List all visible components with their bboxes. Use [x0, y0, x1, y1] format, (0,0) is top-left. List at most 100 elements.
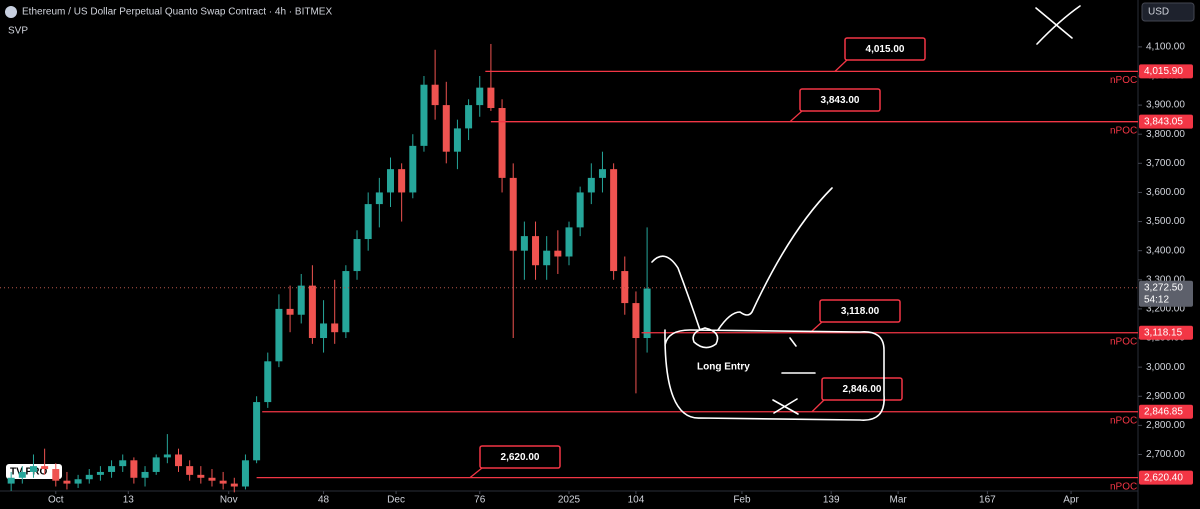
- candle-body: [398, 169, 406, 193]
- symbol-icon: [5, 6, 17, 18]
- x-tick-label: Dec: [387, 495, 405, 506]
- candle-body: [74, 479, 82, 484]
- price-tag-label: 2,846.85: [1144, 406, 1183, 417]
- candle-body: [431, 84, 439, 106]
- currency-label: USD: [1148, 7, 1169, 18]
- annotation-label: 3,843.00: [821, 95, 860, 106]
- candle-body: [453, 128, 461, 152]
- candle-body: [119, 460, 127, 467]
- y-tick-label: 2,800.00: [1146, 420, 1185, 431]
- hand-drawing: [1036, 5, 1081, 45]
- price-tag-label: 2,620.40: [1144, 472, 1183, 483]
- candle-body: [420, 84, 428, 146]
- candle-body: [442, 105, 450, 152]
- x-tick-label: 139: [823, 495, 840, 506]
- annotation-box: [819, 299, 901, 323]
- candle-body: [409, 145, 417, 193]
- hand-drawing: [789, 337, 797, 347]
- candle-body: [520, 236, 528, 251]
- x-tick-label: 48: [318, 495, 330, 506]
- chart-title: Ethereum / US Dollar Perpetual Quanto Sw…: [22, 7, 332, 18]
- candle-body: [632, 303, 640, 339]
- candle-body: [331, 323, 339, 333]
- price-tag-label: 3,118.15: [1144, 327, 1183, 338]
- price-tag: [1139, 64, 1193, 79]
- currency-button[interactable]: [1141, 2, 1195, 22]
- level-note: nPOC: [1110, 336, 1137, 347]
- candle-body: [197, 474, 205, 478]
- candle-body: [253, 402, 261, 461]
- x-tick-label: Apr: [1063, 495, 1079, 506]
- candle-body: [29, 466, 37, 472]
- candle-body: [141, 471, 149, 478]
- candle-body: [186, 466, 194, 475]
- candle-body: [241, 460, 249, 487]
- candle-body: [554, 250, 562, 257]
- y-tick-label: 3,000.00: [1146, 362, 1185, 373]
- y-tick-label: 3,700.00: [1146, 158, 1185, 169]
- x-tick-label: Oct: [48, 495, 64, 506]
- hand-drawing: [772, 399, 799, 415]
- annotation-pointer: [811, 399, 825, 413]
- annotation-label: 3,118.00: [841, 306, 880, 317]
- candle-body: [587, 177, 595, 193]
- candle-body: [465, 105, 473, 129]
- hand-drawing: [773, 398, 798, 414]
- candle-body: [487, 87, 495, 109]
- candle-body: [152, 457, 160, 472]
- candle-body: [52, 469, 60, 481]
- candle-body: [375, 192, 383, 205]
- candle-body: [108, 466, 116, 472]
- annotation-box: [479, 445, 561, 469]
- x-tick-label: 104: [628, 495, 645, 506]
- level-note: nPOC: [1110, 415, 1137, 426]
- annotation-label: 2,846.00: [843, 384, 882, 395]
- countdown-label: 54:12: [1144, 294, 1169, 305]
- candle-body: [543, 250, 551, 266]
- y-tick-label: 3,900.00: [1146, 100, 1185, 111]
- candle-body: [643, 288, 651, 339]
- hand-drawing: [651, 255, 701, 331]
- candle-body: [41, 466, 49, 470]
- candle-body: [85, 474, 93, 480]
- hand-drawing: [717, 187, 833, 331]
- x-tick-label: 2025: [558, 495, 581, 506]
- price-tag: [1139, 114, 1193, 129]
- x-tick-label: 13: [123, 495, 135, 506]
- hand-drawing: [664, 329, 885, 421]
- annotation-pointer: [834, 59, 848, 72]
- hand-drawing: [692, 327, 719, 349]
- svg-text:TV PRO: TV PRO: [10, 467, 47, 478]
- last-price-label: 3,272.50: [1144, 282, 1183, 293]
- candle-body: [308, 285, 316, 339]
- y-tick-label: 4,100.00: [1146, 42, 1185, 53]
- candle-body: [208, 477, 216, 481]
- candle-body: [364, 204, 372, 240]
- candle-body: [7, 477, 15, 484]
- annotation-label: 4,015.00: [866, 44, 905, 55]
- candle-body: [342, 271, 350, 333]
- candle-body: [286, 308, 294, 315]
- annotation-box: [821, 377, 903, 401]
- x-tick-label: Feb: [733, 495, 751, 506]
- candle-body: [565, 227, 573, 257]
- candle-body: [621, 271, 629, 304]
- x-tick-label: Nov: [220, 495, 238, 506]
- y-tick-label: 3,200.00: [1146, 304, 1185, 315]
- last-price-tag: [1139, 280, 1193, 307]
- candle-body: [498, 108, 506, 178]
- candle-body: [96, 471, 104, 475]
- y-tick-label: 3,400.00: [1146, 245, 1185, 256]
- y-tick-label: 2,900.00: [1146, 391, 1185, 402]
- candle-body: [320, 323, 328, 339]
- candle-body: [386, 169, 394, 193]
- y-tick-label: 3,800.00: [1146, 129, 1185, 140]
- annotation-box: [844, 37, 926, 61]
- x-tick-label: 167: [979, 495, 996, 506]
- candle-body: [576, 192, 584, 228]
- y-tick-label: 3,600.00: [1146, 187, 1185, 198]
- annotation-box: [799, 88, 881, 112]
- annotation-label: 2,620.00: [501, 452, 540, 463]
- price-tag-label: 3,843.05: [1144, 116, 1183, 127]
